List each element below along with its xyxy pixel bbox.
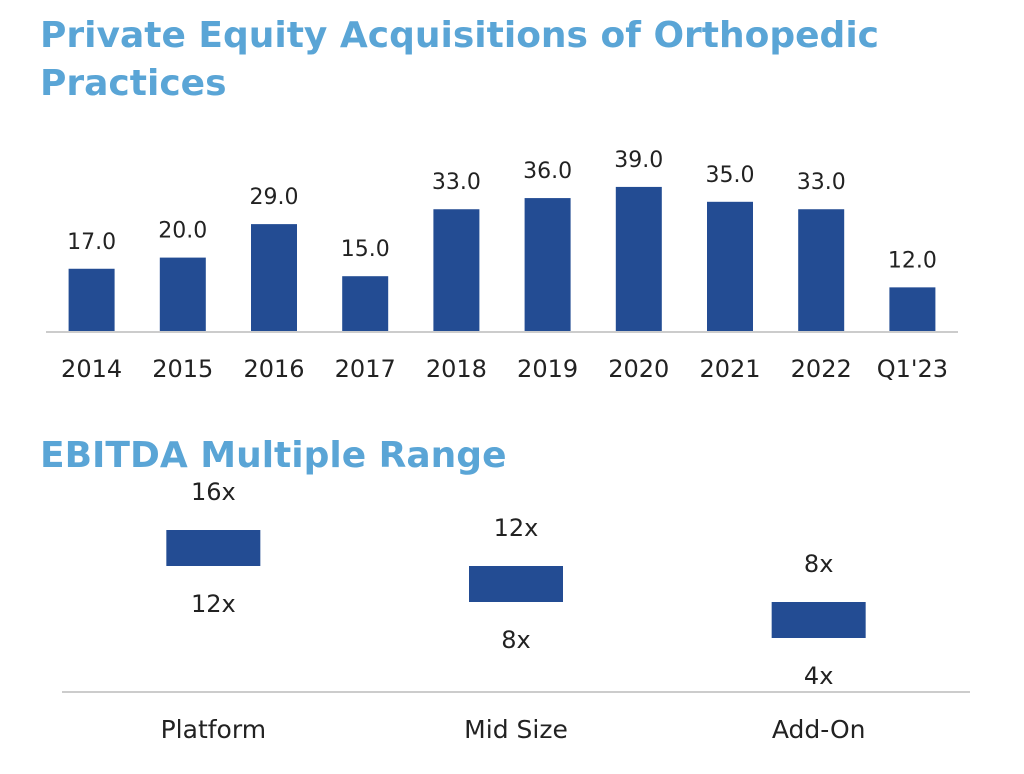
x-tick-label: Q1'23 [877, 355, 948, 383]
value-label: 35.0 [706, 163, 755, 188]
low-label: 4x [804, 662, 833, 690]
x-tick-label: 2020 [608, 355, 669, 383]
category-label: Mid Size [464, 715, 568, 744]
bar-2018 [433, 209, 480, 332]
bar-2019 [524, 198, 571, 332]
x-tick-label: 2022 [791, 355, 852, 383]
value-label: 29.0 [250, 185, 299, 210]
ebitda-range-chart: 16x 12x Platform 12x 8x Mid Size 8x 4x Add-On [62, 480, 970, 744]
value-label: 12.0 [888, 248, 937, 273]
high-label: 16x [191, 480, 236, 506]
bar-2017 [342, 276, 389, 332]
low-label: 12x [191, 590, 236, 618]
bars-group [68, 186, 936, 332]
value-label: 20.0 [158, 219, 207, 244]
bar-2016 [251, 224, 297, 332]
range-labels-group: 16x 12x Platform 12x 8x Mid Size 8x 4x Add-On [161, 480, 866, 744]
x-tick-label: 2017 [335, 355, 396, 383]
bar-2014 [68, 268, 115, 332]
bar-2020 [615, 186, 662, 332]
value-label: 17.0 [67, 230, 116, 255]
labels-group: 17.0 2014 20.0 2015 29.0 2016 15.0 2017 33.0 2018… [61, 148, 948, 383]
high-label: 8x [804, 550, 833, 578]
acquisitions-bar-chart: 17.0 2014 20.0 2015 29.0 2016 15.0 2017 33.0 2018… [46, 148, 958, 383]
x-tick-label: 2021 [699, 355, 760, 383]
value-label: 33.0 [432, 170, 481, 195]
value-label: 36.0 [523, 159, 572, 184]
bar-Q1'23 [889, 287, 936, 332]
x-tick-label: 2019 [517, 355, 578, 383]
range-bar-add-on [771, 602, 866, 638]
x-tick-label: 2018 [426, 355, 487, 383]
value-label: 33.0 [797, 170, 846, 195]
range-bar-mid-size [469, 566, 563, 602]
x-tick-label: 2014 [61, 355, 122, 383]
value-label: 39.0 [614, 148, 663, 173]
bar-2022 [798, 209, 845, 332]
range-bar-platform [166, 530, 261, 566]
value-label: 15.0 [341, 237, 390, 262]
section-title: EBITDA Multiple Range [40, 435, 507, 476]
x-tick-label: 2016 [243, 355, 304, 383]
category-label: Platform [161, 715, 266, 744]
x-tick-label: 2015 [152, 355, 213, 383]
low-label: 8x [501, 626, 530, 654]
high-label: 12x [494, 514, 539, 542]
range-bars-group [166, 530, 866, 638]
chart-title: Private Equity Acquisitions of Orthopedi… [40, 15, 880, 104]
category-label: Add-On [772, 715, 866, 744]
bar-2015 [159, 257, 206, 332]
bar-2021 [707, 201, 753, 332]
